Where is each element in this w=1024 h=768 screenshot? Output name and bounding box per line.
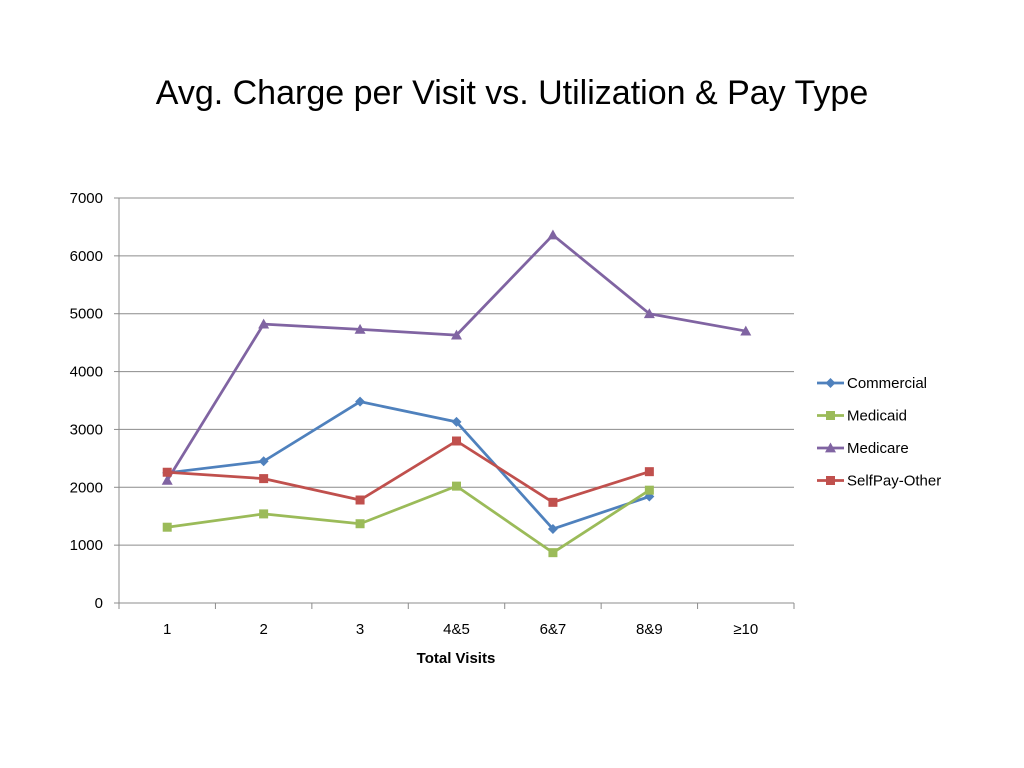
data-point-medicare [740, 325, 752, 336]
legend: Commercial Medicaid Medicare SelfPay-Other [817, 375, 941, 490]
data-point-medicaid [355, 519, 365, 529]
data-point-selfpay-other [162, 467, 172, 477]
legend-label-commercial: Commercial [847, 375, 927, 392]
legend-marker-medicaid [826, 411, 835, 420]
x-tick-label: 2 [259, 621, 267, 638]
legend-label-medicare: Medicare [847, 440, 909, 457]
y-tick-label: 0 [95, 595, 103, 612]
data-point-medicaid [644, 485, 654, 495]
data-point-selfpay-other [355, 495, 365, 505]
data-point-medicaid [548, 548, 558, 558]
legend-item-selfpay-other: SelfPay-Other [817, 473, 941, 490]
gridlines [119, 197, 794, 546]
series-line-commercial [167, 400, 650, 531]
data-point-commercial [547, 523, 558, 534]
series-layer [161, 229, 752, 558]
data-point-medicare [547, 229, 559, 240]
data-point-selfpay-other [452, 436, 461, 446]
chart-title: Avg. Charge per Visit vs. Utilization & … [155, 74, 869, 112]
data-point-medicare [354, 323, 366, 334]
series-commercial [162, 396, 655, 534]
legend-item-commercial: Commercial [817, 375, 927, 392]
axes: 0 1000 2000 3000 4000 5000 6000 7000 1 2 3 4&5 6&7 8&… [70, 190, 795, 638]
data-point-commercial [355, 396, 366, 407]
data-point-selfpay-other [259, 474, 269, 484]
legend-item-medicare: Medicare [817, 440, 909, 457]
legend-label-medicaid: Medicaid [847, 408, 907, 425]
data-point-medicaid [452, 481, 461, 491]
data-point-medicare [643, 308, 655, 319]
y-tick-label: 7000 [70, 190, 103, 207]
series-medicaid [162, 481, 654, 558]
y-tick-label: 1000 [70, 537, 103, 554]
x-tick-label: ≥10 [733, 621, 758, 638]
legend-label-selfpay-other: SelfPay-Other [847, 473, 941, 490]
data-point-commercial [258, 456, 269, 467]
y-tick-label: 4000 [70, 364, 103, 381]
data-point-medicare [161, 474, 173, 485]
data-point-medicaid [162, 522, 172, 532]
y-tick-label: 6000 [70, 248, 103, 265]
series-selfpay-other [162, 436, 654, 507]
legend-marker-commercial [825, 378, 836, 388]
x-tick-label: 4&5 [443, 621, 470, 638]
y-tick-label: 3000 [70, 421, 103, 438]
data-point-medicare [451, 329, 462, 340]
x-tick-label: 1 [163, 621, 171, 638]
legend-item-medicaid: Medicaid [817, 408, 907, 425]
x-tick-label: 3 [356, 621, 364, 638]
data-point-commercial [451, 416, 462, 427]
x-axis-title: Total Visits [417, 650, 496, 667]
y-tick-label: 5000 [70, 306, 103, 323]
series-medicare [161, 229, 752, 485]
y-tick-label: 2000 [70, 479, 103, 496]
series-line-selfpay-other [167, 439, 650, 504]
x-tick-label: 6&7 [540, 621, 567, 638]
legend-marker-selfpay-other [826, 476, 835, 485]
data-point-medicare [258, 318, 270, 329]
x-tick-label: 8&9 [636, 621, 663, 638]
series-line-medicaid [167, 484, 651, 555]
data-point-selfpay-other [644, 467, 654, 477]
legend-marker-medicare [825, 442, 836, 453]
data-point-medicaid [259, 509, 269, 519]
data-point-selfpay-other [548, 497, 558, 507]
